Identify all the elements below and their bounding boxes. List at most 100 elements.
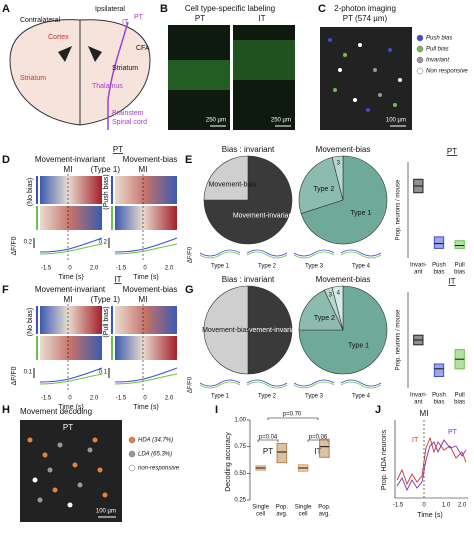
panel-c: C 2-photon imaging PT (574 µm) 100 µm Pu… bbox=[318, 3, 468, 130]
pie-slice bbox=[300, 155, 388, 245]
x-tick-label: Pull bbox=[455, 263, 465, 269]
ventricle bbox=[58, 46, 72, 62]
type-label: Type 2 bbox=[258, 394, 277, 400]
pie-title: Bias : invariant bbox=[222, 275, 275, 284]
p-value: p=0.70 bbox=[283, 412, 302, 418]
x-tick-label: bias bbox=[433, 270, 444, 276]
mi-label: MI bbox=[420, 409, 429, 418]
x-tick-label: Pop. bbox=[318, 505, 331, 511]
cell bbox=[67, 502, 73, 508]
cell bbox=[378, 93, 382, 97]
panel-subtitle: PT (574 µm) bbox=[343, 14, 388, 23]
column-subtitle: (Type 1) bbox=[91, 165, 121, 174]
type-trace bbox=[246, 381, 288, 389]
panel-e: E Movement-invariant Movement-bias Bias : i… bbox=[185, 145, 465, 275]
type-trace bbox=[246, 249, 288, 257]
cell bbox=[333, 88, 337, 92]
slice-label: Type 2 bbox=[313, 186, 334, 193]
cell bbox=[102, 492, 108, 498]
slice-label: 3 bbox=[329, 292, 333, 298]
pie-slice bbox=[247, 285, 293, 375]
panel-title: Movement decoding bbox=[20, 407, 92, 416]
panel-letter: G bbox=[185, 284, 194, 296]
x-tick-label: bias bbox=[433, 400, 444, 406]
legend-label: non-responsive bbox=[138, 466, 180, 472]
strip-label: ΔF/F0 bbox=[188, 246, 194, 263]
box bbox=[433, 363, 445, 377]
label: Striatum bbox=[20, 75, 46, 82]
label: Contralateral bbox=[20, 17, 61, 24]
x-tick-label: avg. bbox=[319, 512, 331, 518]
trace bbox=[114, 373, 178, 385]
x-tick-label: 0 bbox=[68, 396, 72, 402]
slice-label: Movement-bias bbox=[202, 327, 250, 334]
box bbox=[454, 240, 465, 249]
type-trace bbox=[199, 251, 241, 259]
p-value: p=0.04 bbox=[259, 435, 278, 441]
row-marker bbox=[111, 176, 113, 204]
image-label: IT bbox=[258, 14, 265, 23]
row-marker bbox=[111, 306, 113, 334]
box bbox=[319, 438, 330, 458]
slice-label: 4 bbox=[337, 290, 341, 296]
mi-label: MI bbox=[139, 295, 148, 304]
legend-label: Pull bias bbox=[426, 47, 449, 53]
x-tick-label: -1.5 bbox=[393, 503, 404, 509]
cell bbox=[393, 103, 397, 107]
scale-label: 100 µm bbox=[386, 118, 406, 124]
cell bbox=[343, 53, 347, 57]
axis-label: Prop. neurons / mouse bbox=[396, 179, 402, 240]
cell bbox=[72, 462, 78, 468]
scale-label: 0.2 bbox=[24, 240, 33, 246]
axis-label: Time (s) bbox=[133, 404, 158, 411]
type-label: Type 1 bbox=[211, 264, 230, 270]
heatmap bbox=[40, 176, 102, 204]
pie-slice bbox=[331, 285, 344, 331]
slice-label: 3 bbox=[337, 160, 341, 166]
pie-slice bbox=[298, 157, 344, 214]
type-trace bbox=[246, 379, 288, 387]
image-label: PT bbox=[195, 14, 205, 23]
panel-b: B Cell type-specific labeling PT IT 250 … bbox=[160, 3, 295, 130]
column-title: Movement-bias bbox=[123, 285, 178, 294]
x-tick-label: Invari- bbox=[410, 263, 427, 269]
cell bbox=[358, 43, 362, 47]
x-tick-label: 2.0 bbox=[90, 266, 99, 272]
label: Brainstem bbox=[112, 110, 144, 117]
pie-title: Movement-bias bbox=[316, 275, 371, 284]
type-trace bbox=[340, 381, 382, 389]
panel-letter: F bbox=[2, 284, 9, 296]
axis-label: ΔF/F0 bbox=[11, 236, 18, 255]
x-tick-label: cell bbox=[299, 512, 308, 518]
trace bbox=[39, 367, 103, 383]
trace bbox=[39, 243, 103, 255]
panel-i: I Decoding accuracy p=0.04 p=0.70 p=0.06… bbox=[215, 404, 331, 518]
axis-label: Decoding accuracy bbox=[225, 432, 232, 492]
x-tick-label: Single bbox=[252, 505, 269, 511]
column-title: Movement-invariant bbox=[35, 285, 106, 294]
legend-label: HDA (34.7%) bbox=[138, 438, 173, 444]
row-marker bbox=[111, 206, 113, 230]
x-tick-label: 2.0 bbox=[458, 503, 467, 509]
slice-label: Type 1 bbox=[350, 210, 371, 217]
cell bbox=[77, 482, 83, 488]
x-tick-label: bias bbox=[454, 270, 465, 276]
micrograph bbox=[320, 27, 412, 130]
row-marker bbox=[36, 336, 38, 360]
group-label: IT bbox=[114, 275, 121, 284]
trace bbox=[396, 436, 467, 486]
axis-label: Prop. HDA neurons bbox=[381, 429, 388, 490]
panel-a: A Contralateral Ipsilateral Cortex IT PT… bbox=[2, 3, 151, 130]
mi-label: MI bbox=[64, 295, 73, 304]
row-label: (No bias) bbox=[27, 308, 34, 336]
type-trace bbox=[199, 379, 241, 387]
type-label: Type 4 bbox=[352, 394, 371, 400]
legend-swatch bbox=[416, 67, 424, 75]
type-trace bbox=[199, 249, 241, 257]
label: Ipsilateral bbox=[95, 6, 125, 13]
x-tick-label: 2.0 bbox=[90, 396, 99, 402]
column-title: Movement-invariant bbox=[35, 155, 106, 164]
heatmap bbox=[115, 336, 177, 360]
mi-label: MI bbox=[139, 165, 148, 174]
